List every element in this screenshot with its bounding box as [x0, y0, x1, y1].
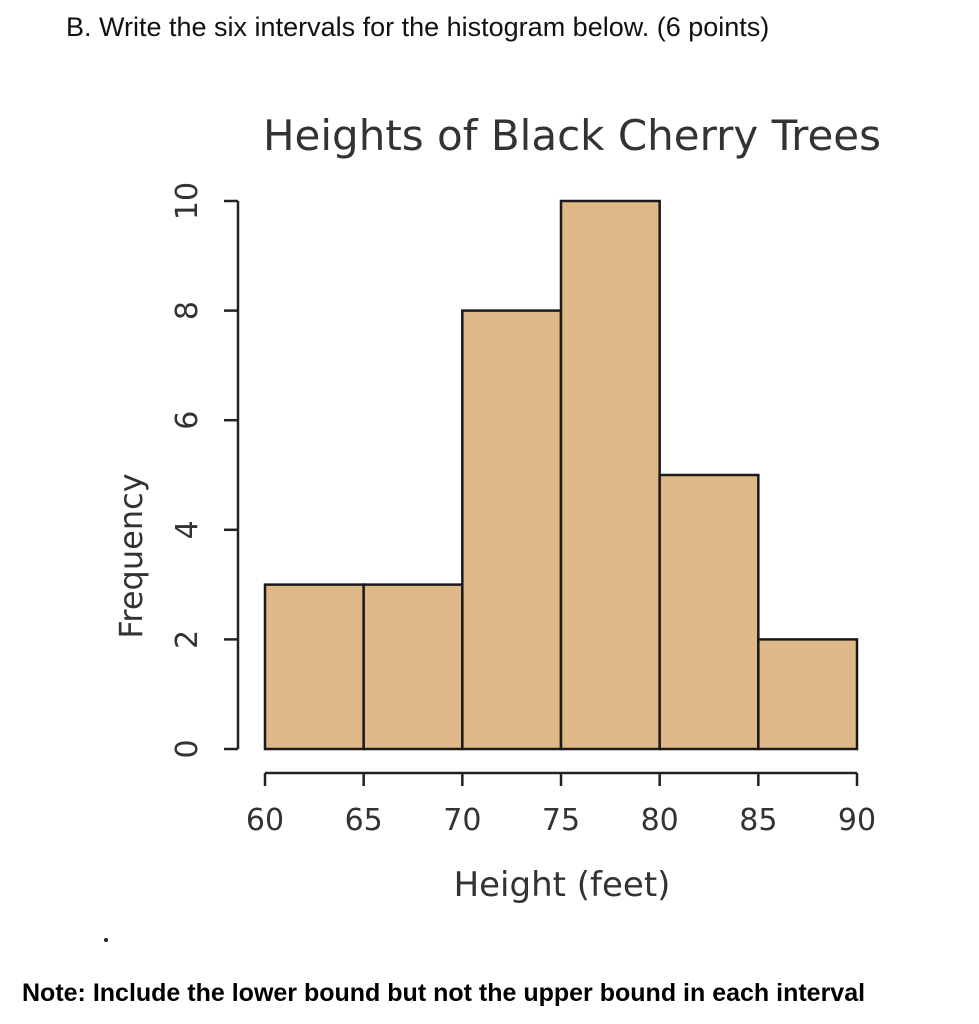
y-tick-label: 8	[170, 301, 205, 320]
histogram-bar-80-85	[658, 473, 760, 751]
x-tick-label: 65	[345, 803, 383, 838]
x-tick-label: 60	[246, 803, 284, 838]
x-axis: 60 65 70 75 80 85 90	[246, 771, 876, 838]
x-axis-label: Height (feet)	[454, 865, 671, 905]
histogram-bar-75-80	[559, 199, 661, 751]
histogram-chart: Heights of Black Cherry Trees 0 2 4 6 8 10 60…	[112, 111, 881, 905]
x-tick-label: 80	[641, 803, 679, 838]
y-tick-label: 4	[170, 520, 205, 539]
y-axis: 0 2 4 6 8 10	[170, 182, 240, 759]
x-tick-label: 85	[739, 803, 777, 838]
chart-title: Heights of Black Cherry Trees	[263, 111, 881, 160]
x-tick-label: 75	[542, 803, 580, 838]
histogram-bar-70-75	[461, 309, 563, 751]
y-tick-label: 2	[170, 630, 205, 649]
y-axis-label: Frequency	[112, 473, 150, 638]
x-tick-label: 90	[838, 803, 876, 838]
question-text: B. Write the six intervals for the histo…	[66, 12, 770, 42]
x-tick-label: 70	[443, 803, 481, 838]
y-tick-label: 0	[170, 739, 205, 758]
histogram-bars	[263, 199, 859, 751]
y-tick-label: 10	[170, 182, 205, 220]
note-text: Note: Include the lower bound but not th…	[22, 979, 866, 1007]
histogram-bar-65-70	[362, 583, 464, 751]
histogram-bar-60-65	[263, 583, 365, 751]
y-tick-label: 6	[170, 411, 205, 430]
stray-dot	[104, 938, 108, 942]
histogram-bar-85-90	[757, 638, 859, 751]
